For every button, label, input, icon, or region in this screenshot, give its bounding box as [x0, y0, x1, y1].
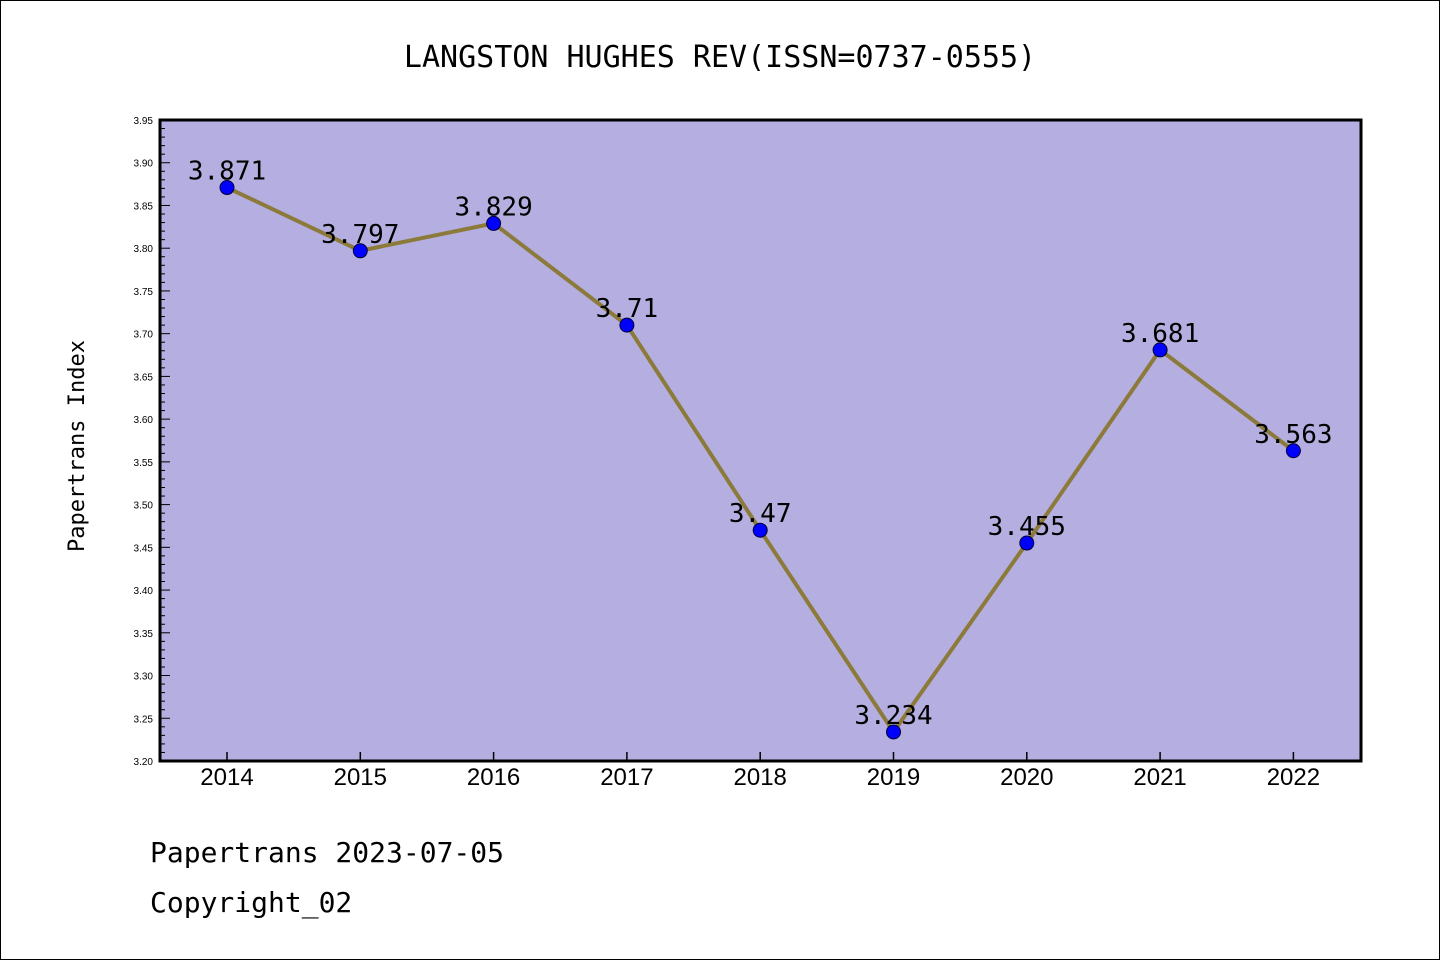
data-label: 3.71 [596, 294, 659, 324]
footer-date: Papertrans 2023-07-05 [150, 836, 505, 869]
y-axis: 3.20 3.25 3.30 3.35 3.40 3.45 3.50 3.55 3.60 3.65… [134, 116, 170, 768]
x-tick-label: 2014 [200, 764, 253, 791]
y-tick-label: 3.75 [134, 287, 154, 298]
x-axis: 2014 2015 2016 2017 2018 2019 2020 2021 2022 [200, 752, 1320, 791]
y-tick-label: 3.60 [134, 415, 154, 426]
y-tick-label: 3.55 [134, 458, 154, 469]
footer-copyright: Copyright_02 [150, 886, 353, 919]
x-tick-label: 2016 [467, 764, 520, 791]
x-tick-label: 2015 [334, 764, 387, 791]
chart-title: LANGSTON HUGHES REV(ISSN=0737-0555) [404, 40, 1036, 75]
y-tick-label: 3.25 [134, 714, 154, 725]
y-tick-label: 3.30 [134, 672, 154, 683]
x-tick-label: 2020 [1000, 764, 1053, 791]
y-tick-label: 3.20 [134, 757, 154, 768]
data-label: 3.234 [854, 701, 932, 731]
data-label: 3.455 [988, 512, 1066, 542]
data-label: 3.47 [729, 499, 792, 529]
y-tick-label: 3.65 [134, 372, 154, 383]
data-point [752, 522, 768, 538]
data-point [1019, 535, 1035, 551]
plot-area [160, 120, 1361, 761]
data-point [352, 243, 368, 259]
y-tick-label: 3.35 [134, 629, 154, 640]
data-label: 3.681 [1121, 319, 1199, 349]
data-points [219, 180, 1301, 740]
y-tick-label: 3.90 [134, 159, 154, 170]
x-tick-label: 2021 [1133, 764, 1186, 791]
y-tick-label: 3.70 [134, 330, 154, 341]
data-label: 3.563 [1254, 420, 1332, 450]
y-tick-label: 3.80 [134, 244, 154, 255]
data-point [219, 180, 235, 196]
data-point [1152, 342, 1168, 358]
y-tick-label: 3.45 [134, 543, 154, 554]
y-tick-label: 3.85 [134, 201, 154, 212]
data-point [619, 317, 635, 333]
data-point [1285, 443, 1301, 459]
data-point [886, 724, 901, 740]
data-label: 3.797 [321, 220, 399, 250]
y-tick-label: 3.95 [134, 116, 154, 127]
x-tick-label: 2019 [867, 764, 920, 791]
x-tick-label: 2022 [1267, 764, 1320, 791]
y-tick-label: 3.40 [134, 586, 154, 597]
x-tick-label: 2018 [734, 764, 787, 791]
y-tick-label: 3.50 [134, 501, 154, 512]
data-labels: 3.871 3.797 3.829 3.71 3.47 3.234 3.455 3.681 3.… [188, 157, 1333, 731]
x-tick-label: 2017 [600, 764, 653, 791]
plot-border [158, 118, 1363, 763]
data-point [486, 215, 502, 231]
y-axis-label: Papertrans Index [65, 340, 90, 552]
data-label: 3.871 [188, 157, 266, 187]
data-label: 3.829 [454, 192, 532, 222]
